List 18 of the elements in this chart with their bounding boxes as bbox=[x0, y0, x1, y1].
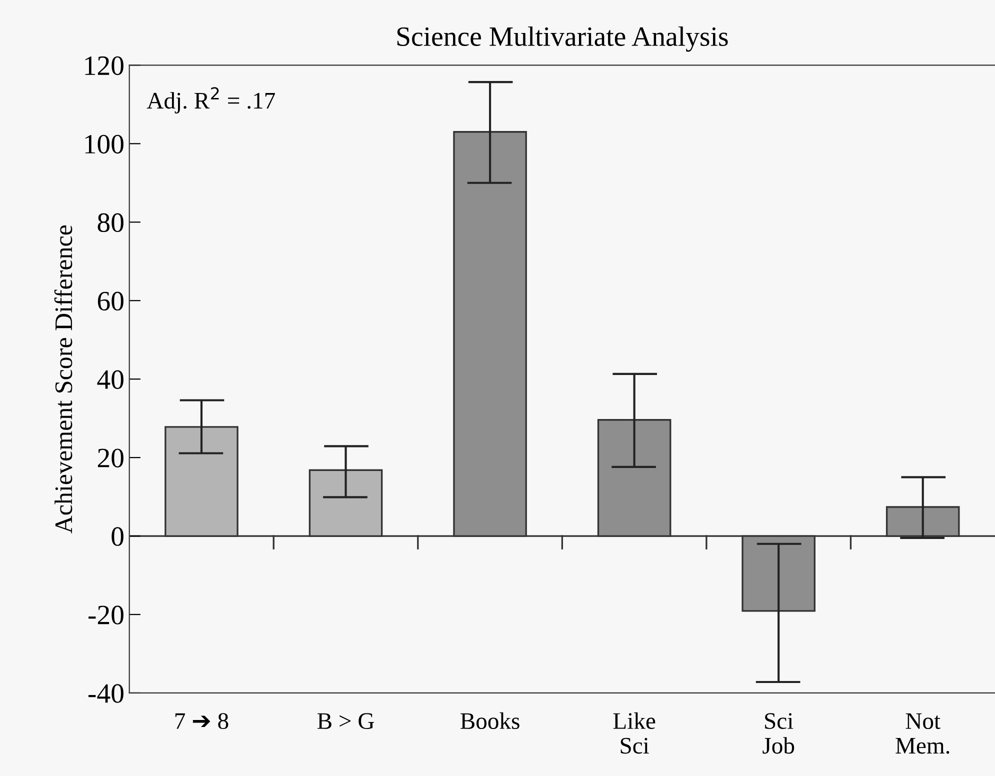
x-tick-label: Like Sci bbox=[613, 712, 656, 754]
y-tick-label: -40 bbox=[88, 684, 124, 703]
y-tick-label: 60 bbox=[98, 292, 124, 311]
x-tick-label: Sci Job bbox=[762, 713, 794, 754]
y-tick-label: 120 bbox=[85, 56, 124, 76]
y-axis-title: Achievement Score Difference bbox=[54, 225, 72, 534]
x-tick-label: 7 ➔ 8 bbox=[175, 713, 228, 730]
y-tick-label: -20 bbox=[88, 606, 124, 624]
annotation: Adj. R$^{2}$ = .17 bbox=[146, 87, 275, 114]
chart-title: Science Multivariate Analysis bbox=[397, 26, 728, 52]
x-tick-label: B > G bbox=[317, 713, 374, 730]
y-tick-label: 100 bbox=[85, 134, 124, 154]
x-tick-label: Books bbox=[460, 712, 520, 730]
x-tick-label: Not Mem. bbox=[896, 713, 950, 754]
y-tick-label: 80 bbox=[98, 213, 124, 232]
y-tick-label: 40 bbox=[97, 370, 124, 389]
y-tick-label: 0 bbox=[112, 527, 124, 546]
y-tick-label: 20 bbox=[98, 448, 124, 468]
